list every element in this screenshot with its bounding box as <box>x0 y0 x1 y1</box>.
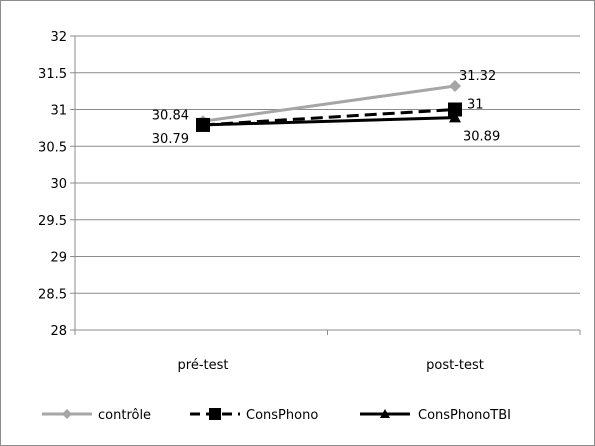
legend-label: contrôle <box>98 408 151 423</box>
data-label: 30.84 <box>152 108 189 123</box>
x-tick-label: post-test <box>426 358 484 373</box>
gridlines <box>75 35 580 331</box>
y-axis: 28 28.5 29 29.5 30 30.5 31 31.5 32 <box>38 30 76 339</box>
y-tick-label: 29 <box>50 251 67 266</box>
data-labels: 30.84 31.32 31 30.79 30.89 <box>152 69 500 147</box>
series-markers <box>196 79 462 132</box>
x-axis: pré-test post-test <box>74 329 581 373</box>
y-tick-label: 30 <box>50 177 67 192</box>
diamond-marker <box>449 79 461 92</box>
data-label: 30.79 <box>152 132 189 147</box>
series-lines <box>202 84 456 127</box>
y-tick-label: 29.5 <box>38 214 67 229</box>
legend-label: ConsPhono <box>246 408 318 423</box>
diamond-marker <box>62 409 72 419</box>
series-line-contrôle <box>202 84 456 123</box>
triangle-marker <box>449 111 461 123</box>
legend-label: ConsPhonoTBI <box>418 408 511 423</box>
y-tick-label: 30.5 <box>38 140 67 155</box>
legend: contrôle ConsPhono ConsPhonoTBI <box>42 408 511 423</box>
series-line-ConsPhonoTBI <box>202 116 456 127</box>
data-label: 31 <box>467 98 484 113</box>
y-tick-label: 31 <box>50 104 67 119</box>
triangle-marker <box>197 118 209 130</box>
triangle-marker <box>380 409 390 418</box>
y-tick-label: 31.5 <box>38 67 67 82</box>
y-tick-label: 28.5 <box>38 287 67 302</box>
square-marker <box>448 102 462 117</box>
data-label: 31.32 <box>459 69 496 84</box>
y-tick-label: 32 <box>50 30 67 45</box>
x-tick-label: pré-test <box>178 358 229 373</box>
data-label: 30.89 <box>463 130 500 145</box>
square-marker <box>209 408 221 420</box>
y-tick-label: 28 <box>50 324 67 339</box>
